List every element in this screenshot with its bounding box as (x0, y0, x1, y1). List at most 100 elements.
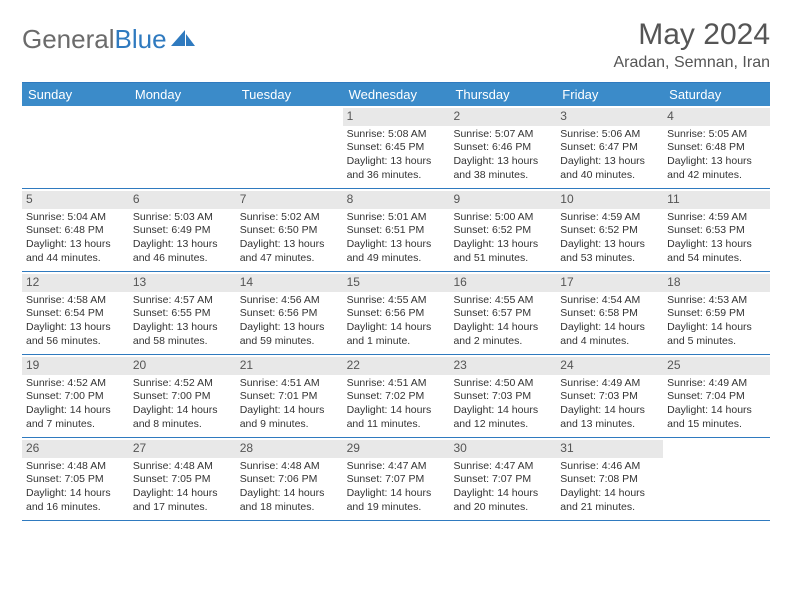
day-info-line: Daylight: 14 hours (240, 404, 339, 418)
day-info-line: and 42 minutes. (667, 169, 766, 183)
day-info-line: and 17 minutes. (133, 501, 232, 515)
day-cell: 9Sunrise: 5:00 AMSunset: 6:52 PMDaylight… (449, 189, 556, 271)
day-info-line: and 49 minutes. (347, 252, 446, 266)
day-info-line: and 16 minutes. (26, 501, 125, 515)
day-cell: 7Sunrise: 5:02 AMSunset: 6:50 PMDaylight… (236, 189, 343, 271)
day-info-line: Sunrise: 5:00 AM (453, 211, 552, 225)
day-info-line: and 11 minutes. (347, 418, 446, 432)
day-info-line: Sunrise: 4:46 AM (560, 460, 659, 474)
day-info-line: Sunrise: 5:01 AM (347, 211, 446, 225)
day-cell: 24Sunrise: 4:49 AMSunset: 7:03 PMDayligh… (556, 355, 663, 437)
day-number: 12 (22, 274, 129, 292)
day-number: 6 (129, 191, 236, 209)
day-info-line: Sunrise: 4:49 AM (667, 377, 766, 391)
day-number: 2 (449, 108, 556, 126)
day-cell: 26Sunrise: 4:48 AMSunset: 7:05 PMDayligh… (22, 438, 129, 520)
day-cell: 8Sunrise: 5:01 AMSunset: 6:51 PMDaylight… (343, 189, 450, 271)
day-info-line: Daylight: 13 hours (133, 238, 232, 252)
day-info-line: Daylight: 13 hours (453, 155, 552, 169)
day-info-line: Sunset: 6:46 PM (453, 141, 552, 155)
day-number: 30 (449, 440, 556, 458)
day-number: 8 (343, 191, 450, 209)
day-header: Thursday (449, 83, 556, 106)
day-info-line: Sunrise: 4:48 AM (133, 460, 232, 474)
day-info-line: Sunrise: 5:02 AM (240, 211, 339, 225)
day-info-line: Daylight: 14 hours (560, 321, 659, 335)
day-info-line: Daylight: 14 hours (347, 404, 446, 418)
day-info-line: Sunset: 7:03 PM (453, 390, 552, 404)
day-number: 26 (22, 440, 129, 458)
day-info-line: Daylight: 14 hours (347, 487, 446, 501)
day-header: Monday (129, 83, 236, 106)
day-cell (22, 106, 129, 188)
day-info-line: Sunset: 6:53 PM (667, 224, 766, 238)
day-info-line: Sunset: 6:50 PM (240, 224, 339, 238)
week-row: 19Sunrise: 4:52 AMSunset: 7:00 PMDayligh… (22, 355, 770, 438)
day-info-line: Daylight: 13 hours (240, 238, 339, 252)
day-info-line: Daylight: 13 hours (347, 155, 446, 169)
day-info-line: Daylight: 13 hours (667, 155, 766, 169)
day-number: 17 (556, 274, 663, 292)
day-info-line: Daylight: 14 hours (667, 404, 766, 418)
day-info-line: Sunset: 6:52 PM (453, 224, 552, 238)
month-title: May 2024 (613, 18, 770, 52)
day-info-line: Sunrise: 4:56 AM (240, 294, 339, 308)
day-info-line: and 1 minute. (347, 335, 446, 349)
day-info-line: Sunrise: 5:05 AM (667, 128, 766, 142)
day-cell: 3Sunrise: 5:06 AMSunset: 6:47 PMDaylight… (556, 106, 663, 188)
day-info-line: Sunrise: 4:59 AM (560, 211, 659, 225)
day-info-line: Sunset: 6:54 PM (26, 307, 125, 321)
day-info-line: Sunrise: 4:51 AM (240, 377, 339, 391)
day-cell: 22Sunrise: 4:51 AMSunset: 7:02 PMDayligh… (343, 355, 450, 437)
day-number: 29 (343, 440, 450, 458)
day-info-line: and 7 minutes. (26, 418, 125, 432)
day-info-line: Sunset: 7:03 PM (560, 390, 659, 404)
day-info-line: Sunset: 6:58 PM (560, 307, 659, 321)
day-info-line: Sunset: 6:56 PM (347, 307, 446, 321)
day-cell: 12Sunrise: 4:58 AMSunset: 6:54 PMDayligh… (22, 272, 129, 354)
day-info-line: Sunrise: 5:08 AM (347, 128, 446, 142)
day-info-line: Sunrise: 4:48 AM (26, 460, 125, 474)
day-info-line: Sunrise: 5:03 AM (133, 211, 232, 225)
day-info-line: Sunset: 7:01 PM (240, 390, 339, 404)
day-info-line: Daylight: 13 hours (347, 238, 446, 252)
day-cell: 29Sunrise: 4:47 AMSunset: 7:07 PMDayligh… (343, 438, 450, 520)
day-number: 31 (556, 440, 663, 458)
day-info-line: Sunset: 6:49 PM (133, 224, 232, 238)
day-info-line: Sunrise: 4:48 AM (240, 460, 339, 474)
day-info-line: and 19 minutes. (347, 501, 446, 515)
day-cell: 2Sunrise: 5:07 AMSunset: 6:46 PMDaylight… (449, 106, 556, 188)
day-cell: 21Sunrise: 4:51 AMSunset: 7:01 PMDayligh… (236, 355, 343, 437)
day-info-line: Daylight: 13 hours (560, 238, 659, 252)
day-cell: 25Sunrise: 4:49 AMSunset: 7:04 PMDayligh… (663, 355, 770, 437)
day-number: 19 (22, 357, 129, 375)
day-info-line: Daylight: 13 hours (133, 321, 232, 335)
day-number: 25 (663, 357, 770, 375)
day-info-line: Daylight: 13 hours (26, 238, 125, 252)
day-cell: 23Sunrise: 4:50 AMSunset: 7:03 PMDayligh… (449, 355, 556, 437)
day-info-line: Daylight: 14 hours (347, 321, 446, 335)
day-info-line: and 51 minutes. (453, 252, 552, 266)
day-cell: 20Sunrise: 4:52 AMSunset: 7:00 PMDayligh… (129, 355, 236, 437)
day-info-line: Sunset: 7:00 PM (26, 390, 125, 404)
logo: GeneralBlue (22, 24, 195, 55)
day-info-line: and 20 minutes. (453, 501, 552, 515)
day-info-line: Sunrise: 4:50 AM (453, 377, 552, 391)
day-info-line: Daylight: 13 hours (667, 238, 766, 252)
day-number: 3 (556, 108, 663, 126)
day-info-line: and 40 minutes. (560, 169, 659, 183)
calendar: Sunday Monday Tuesday Wednesday Thursday… (22, 82, 770, 521)
day-info-line: and 38 minutes. (453, 169, 552, 183)
day-cell: 15Sunrise: 4:55 AMSunset: 6:56 PMDayligh… (343, 272, 450, 354)
day-cell: 19Sunrise: 4:52 AMSunset: 7:00 PMDayligh… (22, 355, 129, 437)
day-number: 4 (663, 108, 770, 126)
day-info-line: Sunset: 6:48 PM (26, 224, 125, 238)
day-number: 13 (129, 274, 236, 292)
day-info-line: Sunset: 7:06 PM (240, 473, 339, 487)
day-cell: 31Sunrise: 4:46 AMSunset: 7:08 PMDayligh… (556, 438, 663, 520)
day-info-line: Sunrise: 4:55 AM (453, 294, 552, 308)
logo-text-general: General (22, 24, 115, 55)
day-number: 28 (236, 440, 343, 458)
day-header: Wednesday (343, 83, 450, 106)
day-info-line: Daylight: 13 hours (453, 238, 552, 252)
